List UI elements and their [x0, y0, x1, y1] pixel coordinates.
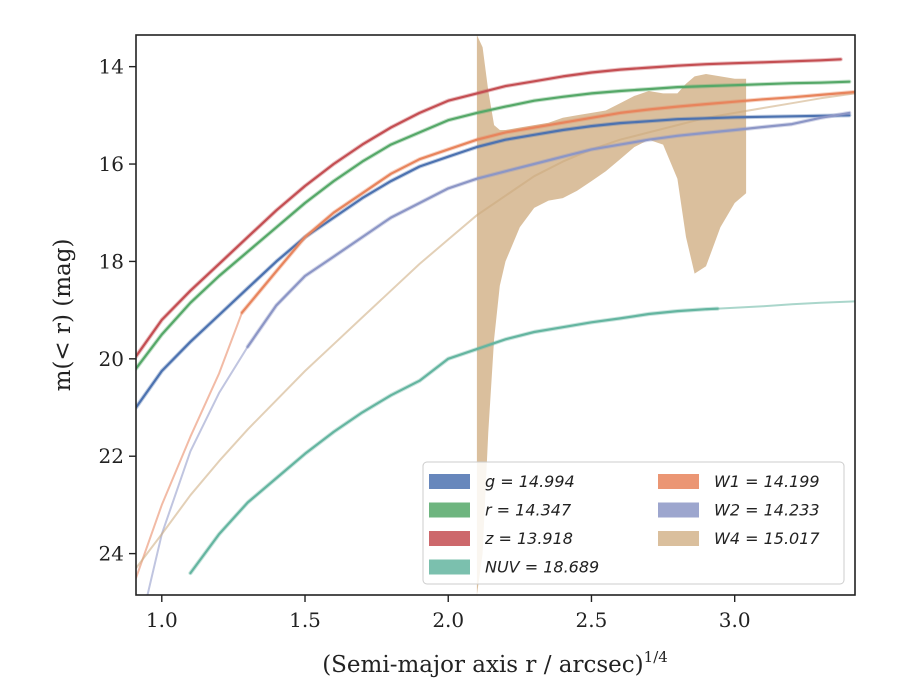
x-axis-title: (Semi-major axis r / arcsec)1/4 — [322, 648, 668, 678]
legend-label: z = 13.918 — [484, 529, 573, 548]
series-line-r — [136, 80, 851, 370]
legend-label: r = 14.347 — [485, 501, 572, 520]
legend-swatch — [429, 502, 470, 518]
x-tick-label: 1.5 — [289, 608, 321, 632]
legend-label: W2 = 14.233 — [714, 501, 820, 520]
series-line-W1 — [240, 90, 855, 314]
y-tick-label: 20 — [99, 347, 124, 371]
y-axis: 14 16 18 20 22 24 — [99, 55, 136, 566]
y-tick-label: 24 — [99, 542, 124, 566]
y-tick-label: 22 — [99, 444, 124, 468]
legend-swatch — [658, 502, 699, 518]
legend-box — [422, 461, 845, 585]
series-line-W2_ext — [146, 345, 249, 595]
legend-swatch — [658, 474, 699, 489]
legend-label: NUV = 18.689 — [485, 558, 599, 577]
legend: g = 14.994 r = 14.347 z = 13.918 NUV = 18.6… — [422, 461, 845, 585]
band-layer — [476, 35, 747, 595]
band-W4 — [476, 35, 747, 595]
x-tick-label: 2.0 — [432, 608, 464, 632]
legend-swatch — [429, 531, 470, 546]
series-layer — [136, 57, 855, 576]
faint-layer — [136, 92, 855, 595]
legend-swatch — [658, 531, 699, 546]
legend-label: g = 14.994 — [485, 472, 575, 491]
series-line-z — [136, 58, 842, 358]
legend-label: W4 = 15.017 — [714, 529, 820, 548]
x-tick-label: 3.0 — [719, 608, 751, 632]
legend-label: W1 = 14.199 — [714, 472, 820, 491]
series-line-g — [136, 114, 851, 409]
y-tick-label: 18 — [99, 249, 124, 273]
series-line-NUV_ext — [705, 300, 855, 311]
y-axis-title: m(< r) (mag) — [50, 239, 76, 392]
y-tick-label: 14 — [99, 55, 124, 79]
series-line-W2 — [246, 111, 851, 348]
legend-swatch — [429, 474, 470, 489]
x-tick-label: 2.5 — [576, 608, 608, 632]
series-line-W4_curve — [136, 92, 855, 570]
x-axis: 1.0 1.5 2.0 2.5 3.0 — [146, 595, 751, 632]
plot-frame — [135, 34, 856, 596]
legend-swatch — [429, 559, 470, 575]
x-tick-label: 1.0 — [146, 608, 178, 632]
series-line-NUV — [189, 307, 719, 575]
series-line-W1_ext — [136, 311, 243, 579]
y-tick-label: 16 — [99, 152, 124, 176]
